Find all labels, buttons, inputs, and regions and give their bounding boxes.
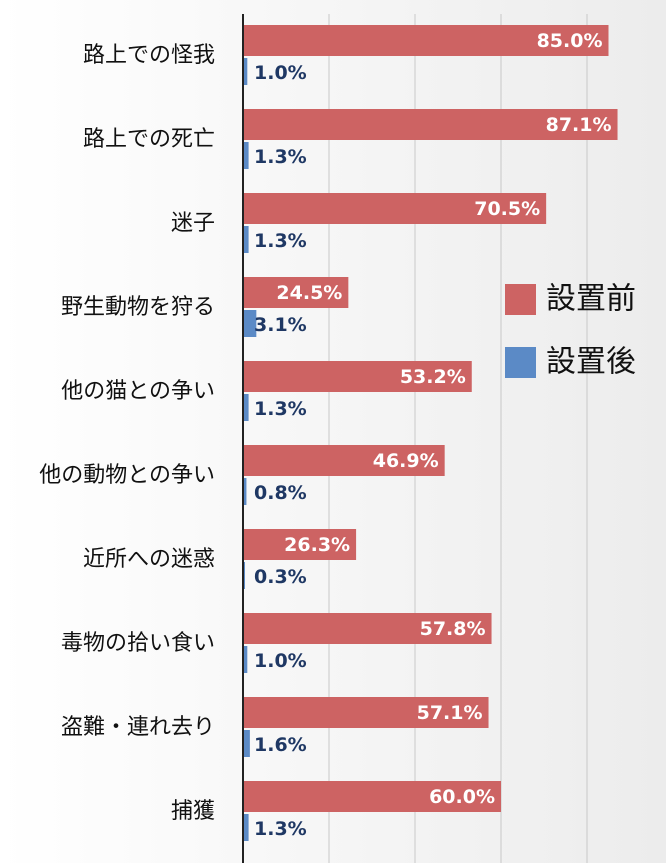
value-labels: 85.0% 1.0% 87.1% 1.3% 70.5% 1.3% 24.5% 3.1% 53.2… xyxy=(254,30,612,840)
data-label-before: 57.1% xyxy=(417,702,483,724)
bar-before xyxy=(243,529,357,560)
data-label-after: 1.0% xyxy=(254,650,307,672)
legend: 設置前 設置後 xyxy=(505,282,636,380)
category-label: 他の猫との争い xyxy=(61,379,215,404)
legend-swatch-after xyxy=(505,347,536,378)
data-label-after: 1.0% xyxy=(254,62,307,84)
bar-before xyxy=(243,361,472,392)
legend-label-after: 設置後 xyxy=(546,345,636,380)
bar-before xyxy=(243,781,501,812)
category-label: 近所への迷惑 xyxy=(83,547,215,572)
bar-after xyxy=(243,394,249,421)
data-label-before: 87.1% xyxy=(546,114,612,136)
bar-after xyxy=(243,58,248,85)
data-label-after: 1.6% xyxy=(254,734,307,756)
data-label-after: 1.3% xyxy=(254,398,307,420)
category-label: 捕獲 xyxy=(171,799,215,824)
category-label: 迷子 xyxy=(171,211,215,236)
data-label-before: 26.3% xyxy=(284,534,350,556)
data-label-after: 1.3% xyxy=(254,230,307,252)
bar-before xyxy=(243,109,618,140)
category-label: 路上での怪我 xyxy=(83,43,215,68)
bar-after xyxy=(243,478,247,505)
data-label-before: 46.9% xyxy=(373,450,439,472)
bar-before xyxy=(243,697,489,728)
bar-before xyxy=(243,277,349,308)
legend-label-before: 設置前 xyxy=(546,282,636,317)
bar-before xyxy=(243,193,547,224)
bar-before xyxy=(243,613,492,644)
data-label-after: 1.3% xyxy=(254,146,307,168)
bar-after xyxy=(243,730,250,757)
bars xyxy=(243,25,618,841)
data-label-before: 60.0% xyxy=(429,786,495,808)
data-label-before: 57.8% xyxy=(420,618,486,640)
bar-after xyxy=(243,646,248,673)
category-label: 毒物の拾い食い xyxy=(61,631,215,656)
bar-after xyxy=(243,142,249,169)
data-label-before: 70.5% xyxy=(474,198,540,220)
category-labels: 路上での怪我路上での死亡迷子野生動物を狩る他の猫との争い他の動物との争い近所への… xyxy=(39,43,215,824)
data-label-after: 0.8% xyxy=(254,482,307,504)
gridlines xyxy=(328,14,588,863)
category-label: 他の動物との争い xyxy=(39,463,215,488)
data-label-before: 24.5% xyxy=(276,282,342,304)
bar-after xyxy=(243,310,257,337)
data-label-after: 3.1% xyxy=(254,314,307,336)
category-label: 野生動物を狩る xyxy=(61,295,215,320)
data-label-after: 1.3% xyxy=(254,818,307,840)
data-label-after: 0.3% xyxy=(254,566,307,588)
bar-after xyxy=(243,814,249,841)
bar-before xyxy=(243,445,445,476)
category-label: 盗難・連れ去り xyxy=(61,715,215,740)
bar-before xyxy=(243,25,609,56)
legend-swatch-before xyxy=(505,284,536,315)
bar-after xyxy=(243,226,249,253)
data-label-before: 53.2% xyxy=(400,366,466,388)
category-label: 路上での死亡 xyxy=(83,127,215,152)
data-label-before: 85.0% xyxy=(537,30,603,52)
